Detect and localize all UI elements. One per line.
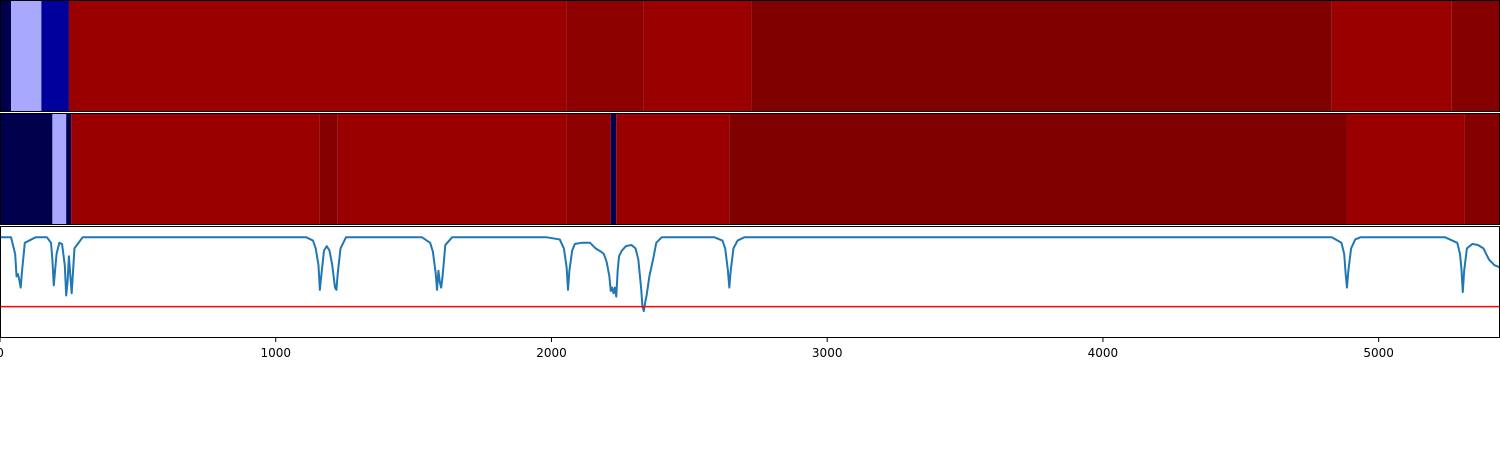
heatmap-segment (729, 113, 1347, 225)
heatmap-segment (616, 113, 730, 225)
heatmap-segment (41, 0, 69, 112)
x-tick-label: 4000 (1088, 346, 1119, 360)
heatmap-segment (1451, 0, 1500, 112)
heatmap-panel-2 (0, 113, 1500, 225)
heatmap-segment (0, 113, 53, 225)
x-tick-label: 0 (0, 346, 4, 360)
heatmap-segment (751, 0, 1332, 112)
heatmap-segment (566, 113, 611, 225)
heatmap-segment (566, 0, 644, 112)
heatmap-segment (337, 113, 567, 225)
heatmap-segment (1464, 113, 1500, 225)
heatmap-segment (1331, 0, 1452, 112)
x-tick-label: 5000 (1363, 346, 1394, 360)
heatmap-panel-1 (0, 0, 1500, 112)
heatmap-segment (0, 0, 12, 112)
x-tick-label: 3000 (812, 346, 843, 360)
heatmap-segment (71, 113, 320, 225)
heatmap-segment (319, 113, 338, 225)
heatmap-segment (643, 0, 752, 112)
x-axis: 0 1000 2000 3000 4000 5000 (0, 338, 1394, 360)
heatmap-segment (11, 0, 42, 112)
series-line (0, 236, 1500, 313)
heatmap-segment (68, 0, 567, 112)
x-tick-label: 2000 (536, 346, 567, 360)
heatmap-segment (610, 113, 617, 225)
heatmap-segment (66, 113, 72, 225)
line-plot-panel (0, 226, 1500, 338)
x-tick-label: 1000 (260, 346, 291, 360)
heatmap-segment (1346, 113, 1465, 225)
heatmap-segment (52, 113, 67, 225)
